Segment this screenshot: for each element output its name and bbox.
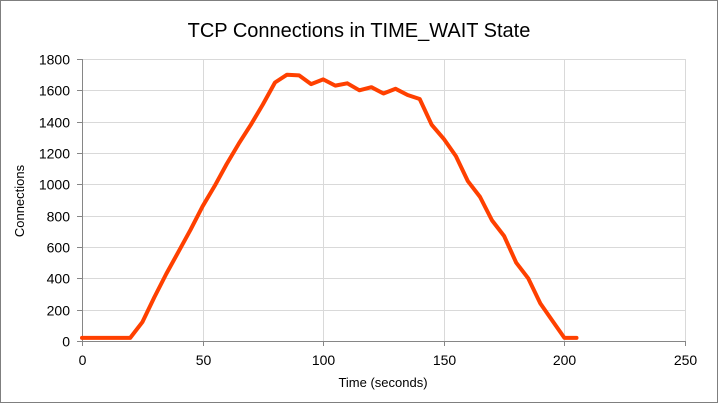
x-tick-label: 200: [553, 352, 577, 368]
y-tick-label: 1400: [39, 115, 70, 131]
x-tick-label: 250: [674, 352, 698, 368]
x-tick-label: 100: [312, 352, 336, 368]
y-tick-label: 0: [62, 334, 70, 350]
y-tick-label: 1800: [39, 52, 70, 68]
chart-title: TCP Connections in TIME_WAIT State: [188, 20, 531, 42]
series-group: [80, 72, 579, 340]
y-tick-label: 800: [47, 209, 71, 225]
x-tick-labels: 0 50 100 150 200 250: [79, 352, 698, 368]
y-axis-title: Connections: [12, 164, 27, 237]
x-tick-label: 150: [433, 352, 457, 368]
gridlines: [82, 59, 686, 341]
x-tick-label: 50: [196, 352, 212, 368]
axes: [77, 59, 686, 346]
y-tick-label: 1600: [39, 83, 70, 99]
y-tick-label: 600: [47, 240, 71, 256]
x-tick-label: 0: [79, 352, 87, 368]
y-tick-label: 1000: [39, 177, 70, 193]
y-tick-label: 400: [47, 271, 71, 287]
y-tick-label: 1200: [39, 146, 70, 162]
series-line: [80, 72, 579, 340]
y-tick-labels: 0 200 400 600 800 1000 1200 1400 1600 1800: [39, 52, 70, 350]
y-tick-label: 200: [47, 303, 71, 319]
x-axis-title: Time (seconds): [338, 375, 427, 390]
